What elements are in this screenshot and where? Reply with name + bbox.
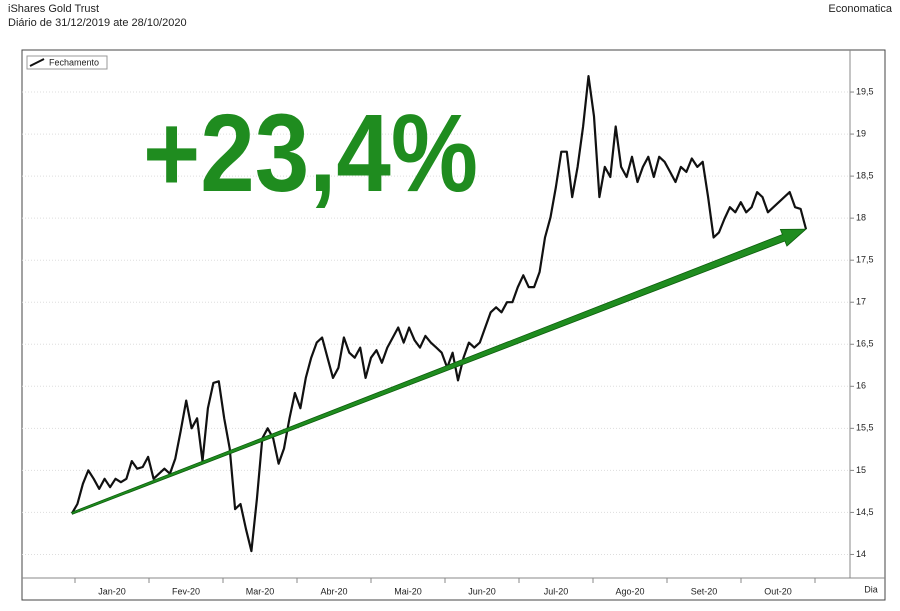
chart-frame: [21, 49, 886, 601]
y-tick-label: 18,5: [856, 170, 874, 180]
x-tick-label: Abr-20: [320, 586, 347, 596]
y-tick-label: 19: [856, 128, 866, 138]
x-axis-label: Dia: [864, 584, 878, 594]
trend-arrow: [71, 228, 808, 515]
y-tick-label: 19,5: [856, 86, 874, 96]
y-tick-label: 17: [856, 297, 866, 307]
y-tick-label: 18: [856, 213, 866, 223]
x-tick-label: Jun-20: [468, 586, 496, 596]
y-tick-label: 15,5: [856, 423, 874, 433]
y-tick-label: 17,5: [856, 255, 874, 265]
legend-swatch: [29, 58, 45, 67]
legend-box: [26, 55, 108, 70]
x-tick-label: Mar-20: [246, 586, 275, 596]
chart-subtitle: Diário de 31/12/2019 ate 28/10/2020: [8, 17, 187, 29]
chart-title: iShares Gold Trust: [8, 3, 99, 15]
annotation: +23,4%: [143, 92, 478, 215]
x-tick-label: Fev-20: [172, 586, 200, 596]
x-tick-label: Jul-20: [544, 586, 569, 596]
y-tick-label: 16,5: [856, 339, 874, 349]
y-tick-label: 14: [856, 549, 866, 559]
x-tick-label: Set-20: [691, 586, 718, 596]
y-tick-label: 14,5: [856, 507, 874, 517]
x-tick-label: Out-20: [764, 586, 792, 596]
x-tick-label: Mai-20: [394, 586, 422, 596]
x-tick-label: Ago-20: [615, 586, 644, 596]
source: Economatica: [828, 3, 892, 15]
y-tick-label: 16: [856, 381, 866, 391]
y-tick-label: 15: [856, 465, 866, 475]
x-tick-label: Jan-20: [98, 586, 126, 596]
legend-label: Fechamento: [49, 57, 99, 67]
price-line: [71, 75, 808, 553]
